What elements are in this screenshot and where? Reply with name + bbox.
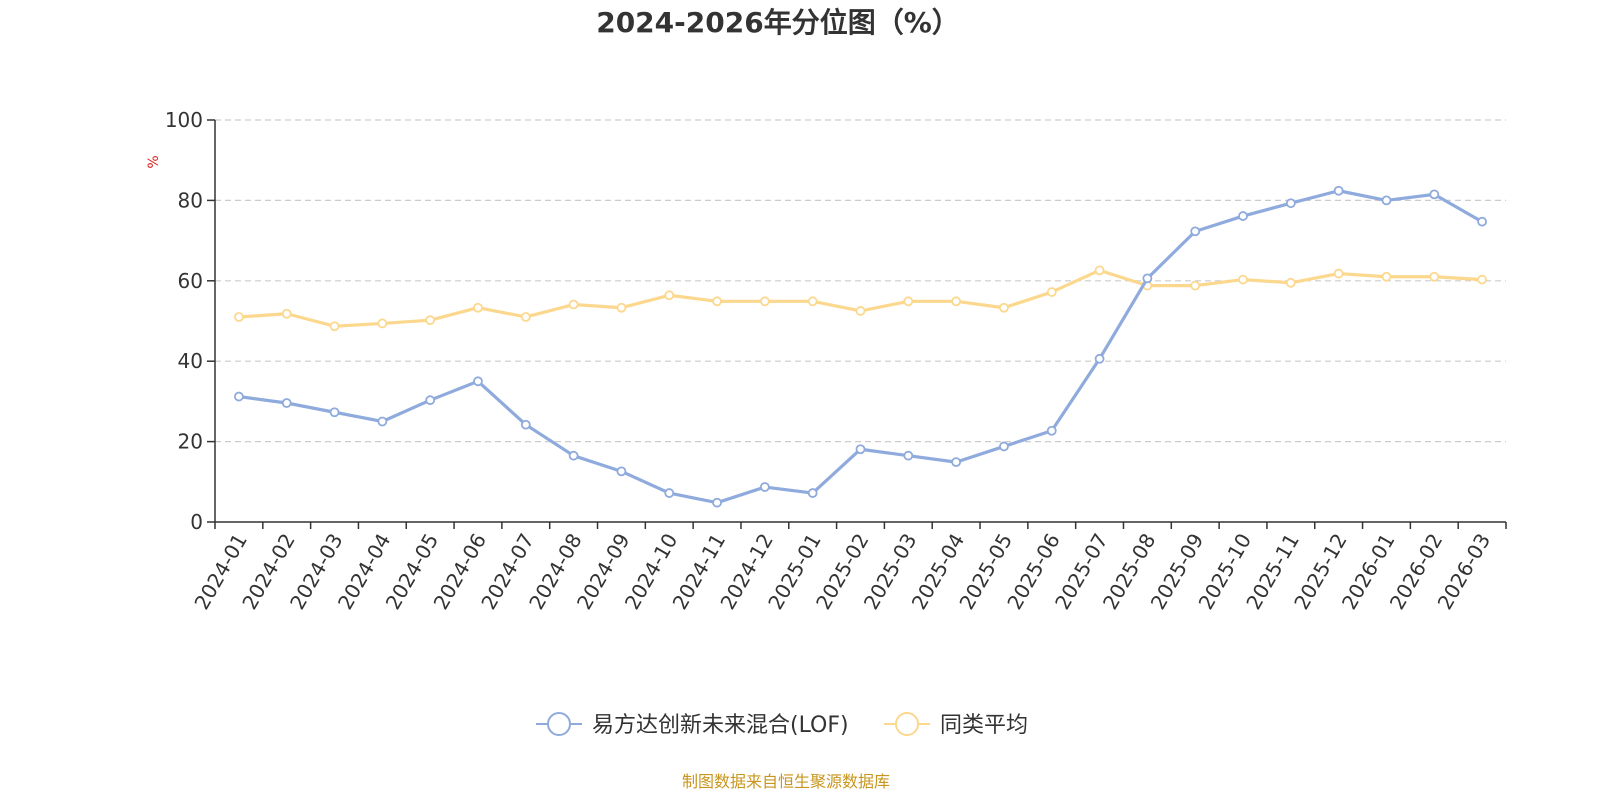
chart-title: 2024-2026年分位图（%） [596, 6, 960, 39]
series-0 [234, 185, 1487, 508]
data-point [664, 290, 675, 301]
data-point [281, 398, 292, 408]
data-point [234, 312, 244, 322]
data-point [1285, 198, 1296, 209]
data-point [281, 308, 292, 319]
data-point [664, 488, 675, 498]
data-point [520, 419, 531, 430]
data-point [520, 312, 531, 322]
data-point [951, 296, 962, 307]
data-point [807, 296, 818, 307]
data-point [473, 376, 483, 387]
data-point [1477, 216, 1487, 227]
data-point [1238, 211, 1248, 221]
series-line-0 [238, 189, 1483, 505]
data-point [1333, 185, 1344, 196]
data-point [1142, 273, 1153, 284]
legend-label-1: 同类平均 [940, 713, 1028, 738]
y-tick-label-40: 40 [178, 349, 203, 373]
data-point [1238, 274, 1248, 285]
data-point [377, 318, 388, 329]
data-point [568, 450, 579, 461]
data-point [1094, 265, 1105, 276]
legend-marker-1 [895, 712, 919, 736]
legend: 易方达创新未来混合(LOF) 同类平均 [536, 712, 1028, 738]
data-point [951, 457, 962, 468]
data-point [1094, 353, 1105, 364]
data-point [759, 296, 770, 307]
y-axis-unit: % [146, 155, 162, 168]
grid-lines [215, 119, 1506, 443]
y-tick-label-80: 80 [178, 188, 203, 212]
data-point [712, 497, 722, 508]
data-point [377, 416, 388, 427]
y-tick-label-20: 20 [178, 430, 203, 454]
data-point [568, 299, 579, 310]
data-point [616, 466, 627, 477]
data-point [903, 296, 914, 307]
data-point [903, 450, 914, 461]
data-point [712, 296, 722, 307]
data-point [1477, 274, 1487, 285]
data-point [1190, 280, 1201, 291]
data-point [234, 391, 244, 402]
data-point [1381, 195, 1392, 206]
data-point [1333, 268, 1344, 279]
data-point [999, 441, 1009, 452]
data-point [1285, 277, 1296, 288]
data-point [855, 444, 866, 455]
data-point [473, 302, 483, 313]
data-point [1190, 226, 1201, 237]
data-point [1381, 271, 1392, 282]
series-1 [234, 265, 1487, 332]
data-point [1046, 425, 1057, 436]
series-line-1 [238, 268, 1483, 328]
y-tick-label-100: 100 [165, 108, 203, 132]
y-tick-label-60: 60 [178, 269, 203, 293]
data-point [1429, 189, 1440, 200]
data-point [807, 488, 818, 498]
legend-label-0: 易方达创新未来混合(LOF) [592, 713, 849, 738]
data-point [329, 321, 340, 332]
data-point [329, 407, 340, 418]
data-point [1046, 287, 1057, 297]
source-note: 制图数据来自恒生聚源数据库 [682, 772, 890, 791]
legend-marker-0 [547, 712, 571, 736]
data-point [855, 306, 866, 316]
data-point [616, 302, 627, 313]
data-point [999, 302, 1009, 313]
series-layer [234, 185, 1487, 508]
y-tick-label-0: 0 [190, 510, 203, 534]
data-point [425, 395, 436, 406]
data-point [759, 482, 770, 492]
data-point [1429, 271, 1440, 282]
data-point [425, 315, 436, 326]
